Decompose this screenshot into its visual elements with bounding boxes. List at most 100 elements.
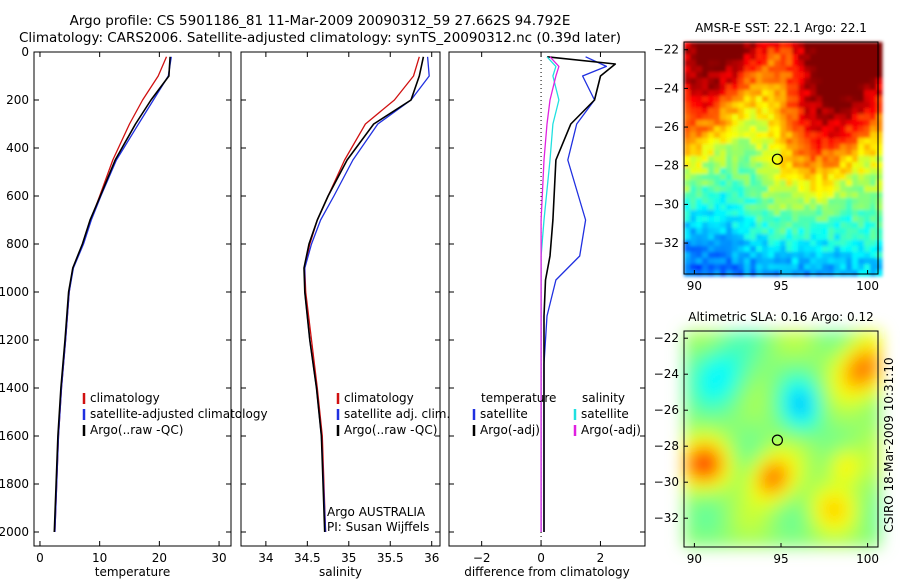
map-cell <box>786 126 793 133</box>
map-cell <box>736 515 741 520</box>
map-cell <box>780 487 785 492</box>
map-cell <box>788 419 793 424</box>
map-cell <box>688 515 693 520</box>
map-cell <box>696 144 703 151</box>
map-cell <box>720 246 727 253</box>
map-cell <box>696 335 701 340</box>
map-cell <box>788 403 793 408</box>
map-cell <box>856 415 861 420</box>
map-cell <box>776 467 781 472</box>
map-cell <box>726 138 733 145</box>
map-cell <box>810 180 817 187</box>
map-cell <box>784 447 789 452</box>
map-cell <box>872 439 877 444</box>
map-cell <box>848 379 853 384</box>
map-cell <box>808 439 813 444</box>
map-cell <box>816 186 823 193</box>
map-cell <box>736 355 741 360</box>
map-cell <box>720 222 727 229</box>
map-cell <box>684 535 689 540</box>
map-cell <box>708 192 715 199</box>
map-cell <box>744 270 751 277</box>
map-cell <box>844 415 849 420</box>
map-cell <box>820 351 825 356</box>
map-cell <box>840 210 847 217</box>
map-cell <box>816 455 821 460</box>
map-cell <box>708 467 713 472</box>
map-cell <box>828 156 835 163</box>
map-cell <box>712 503 717 508</box>
map-cell <box>840 138 847 145</box>
map-cell <box>768 156 775 163</box>
map-cell <box>776 339 781 344</box>
map-cell <box>844 539 849 544</box>
map-cell <box>774 108 781 115</box>
map-cell <box>780 48 787 55</box>
map-cell <box>792 102 799 109</box>
map-cell <box>816 503 821 508</box>
map-cell <box>696 439 701 444</box>
map-cell <box>822 252 829 259</box>
map-cell <box>684 114 691 121</box>
map-cell <box>708 459 713 464</box>
map-cell <box>860 383 865 388</box>
map-cell <box>876 210 883 217</box>
map-cell <box>774 264 781 271</box>
map-cell <box>798 258 805 265</box>
map-cell <box>852 339 857 344</box>
map-cell <box>740 519 745 524</box>
map-cell <box>792 459 797 464</box>
map-cell <box>780 527 785 532</box>
map-cell <box>852 48 859 55</box>
map-cell <box>772 543 777 548</box>
map-cell <box>860 467 865 472</box>
x-tick-label: 10 <box>92 551 107 565</box>
map-cell <box>740 387 745 392</box>
map-cell <box>852 427 857 432</box>
map-cell <box>768 96 775 103</box>
map-cell <box>856 515 861 520</box>
map-cell <box>738 192 745 199</box>
map-cell <box>708 499 713 504</box>
map-cell <box>684 499 689 504</box>
map-cell <box>816 156 823 163</box>
map-cell <box>796 355 801 360</box>
map-cell <box>822 222 829 229</box>
y-tick-label: 600 <box>6 189 29 203</box>
map-cell <box>768 507 773 512</box>
map-cell <box>736 531 741 536</box>
map-cell <box>832 487 837 492</box>
map-cell <box>868 415 873 420</box>
map-cell <box>788 503 793 508</box>
map-cell <box>736 475 741 480</box>
map-cell <box>712 403 717 408</box>
map-cell <box>840 120 847 127</box>
map-cell <box>852 395 857 400</box>
map-cell <box>832 503 837 508</box>
map-cell <box>834 78 841 85</box>
x-tick-label: 30 <box>211 551 226 565</box>
map-cell <box>736 527 741 532</box>
map-cell <box>704 483 709 488</box>
map-cell <box>820 503 825 508</box>
map-cell <box>852 162 859 169</box>
map-cell <box>816 66 823 73</box>
map-cell <box>744 180 751 187</box>
map-cell <box>784 491 789 496</box>
map-cell <box>804 126 811 133</box>
map-cell <box>780 234 787 241</box>
map-cell <box>816 479 821 484</box>
map-cell <box>792 108 799 115</box>
map-cell <box>740 331 745 336</box>
map-cell <box>840 503 845 508</box>
map-cell <box>828 431 833 436</box>
map-cell <box>708 246 715 253</box>
map-cell <box>852 126 859 133</box>
map-cell <box>688 519 693 524</box>
map-cell <box>708 395 713 400</box>
map-cell <box>848 375 853 380</box>
map-cell <box>768 66 775 73</box>
map-cell <box>700 407 705 412</box>
map-cell <box>732 515 737 520</box>
map-cell <box>792 395 797 400</box>
